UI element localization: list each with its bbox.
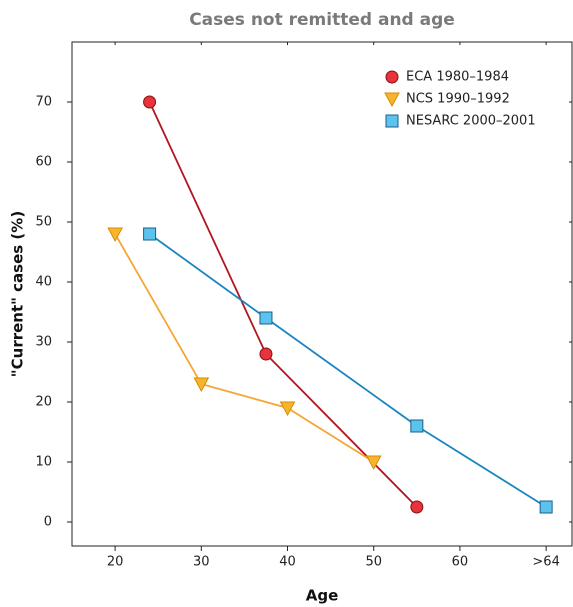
y-tick-label: 30 bbox=[35, 335, 52, 350]
y-tick-label: 50 bbox=[35, 215, 52, 230]
x-tick-label: 50 bbox=[365, 555, 382, 570]
marker bbox=[193, 377, 210, 393]
marker bbox=[539, 500, 553, 514]
x-tick-label: 30 bbox=[193, 555, 210, 570]
x-axis-label: Age bbox=[306, 587, 339, 605]
legend-marker bbox=[385, 114, 399, 128]
chart-title: Cases not remitted and age bbox=[189, 10, 455, 30]
marker bbox=[410, 419, 424, 433]
x-tick-label: >64 bbox=[532, 555, 559, 570]
marker bbox=[143, 227, 157, 241]
plot-frame bbox=[71, 41, 573, 547]
legend-marker bbox=[385, 70, 399, 84]
series-line bbox=[114, 233, 375, 463]
y-tick-label: 0 bbox=[44, 515, 52, 530]
y-tick-label: 40 bbox=[35, 275, 52, 290]
marker bbox=[279, 401, 296, 417]
legend-label: NESARC 2000–2001 bbox=[406, 114, 536, 129]
y-tick-label: 60 bbox=[35, 155, 52, 170]
marker bbox=[259, 347, 273, 361]
legend-marker bbox=[384, 92, 400, 108]
x-tick-label: 60 bbox=[452, 555, 469, 570]
marker bbox=[365, 455, 382, 471]
y-tick-label: 20 bbox=[35, 395, 52, 410]
marker bbox=[410, 500, 424, 514]
y-tick-label: 70 bbox=[35, 95, 52, 110]
y-tick-label: 10 bbox=[35, 455, 52, 470]
x-tick-label: 40 bbox=[279, 555, 296, 570]
legend-label: ECA 1980–1984 bbox=[406, 70, 509, 85]
legend-label: NCS 1990–1992 bbox=[406, 92, 510, 107]
y-axis-label: "Current" cases (%) bbox=[9, 211, 27, 377]
series-line bbox=[148, 101, 418, 508]
x-tick-label: 20 bbox=[107, 555, 124, 570]
marker bbox=[143, 95, 157, 109]
marker bbox=[259, 311, 273, 325]
series-line bbox=[149, 233, 547, 508]
marker bbox=[107, 227, 123, 243]
